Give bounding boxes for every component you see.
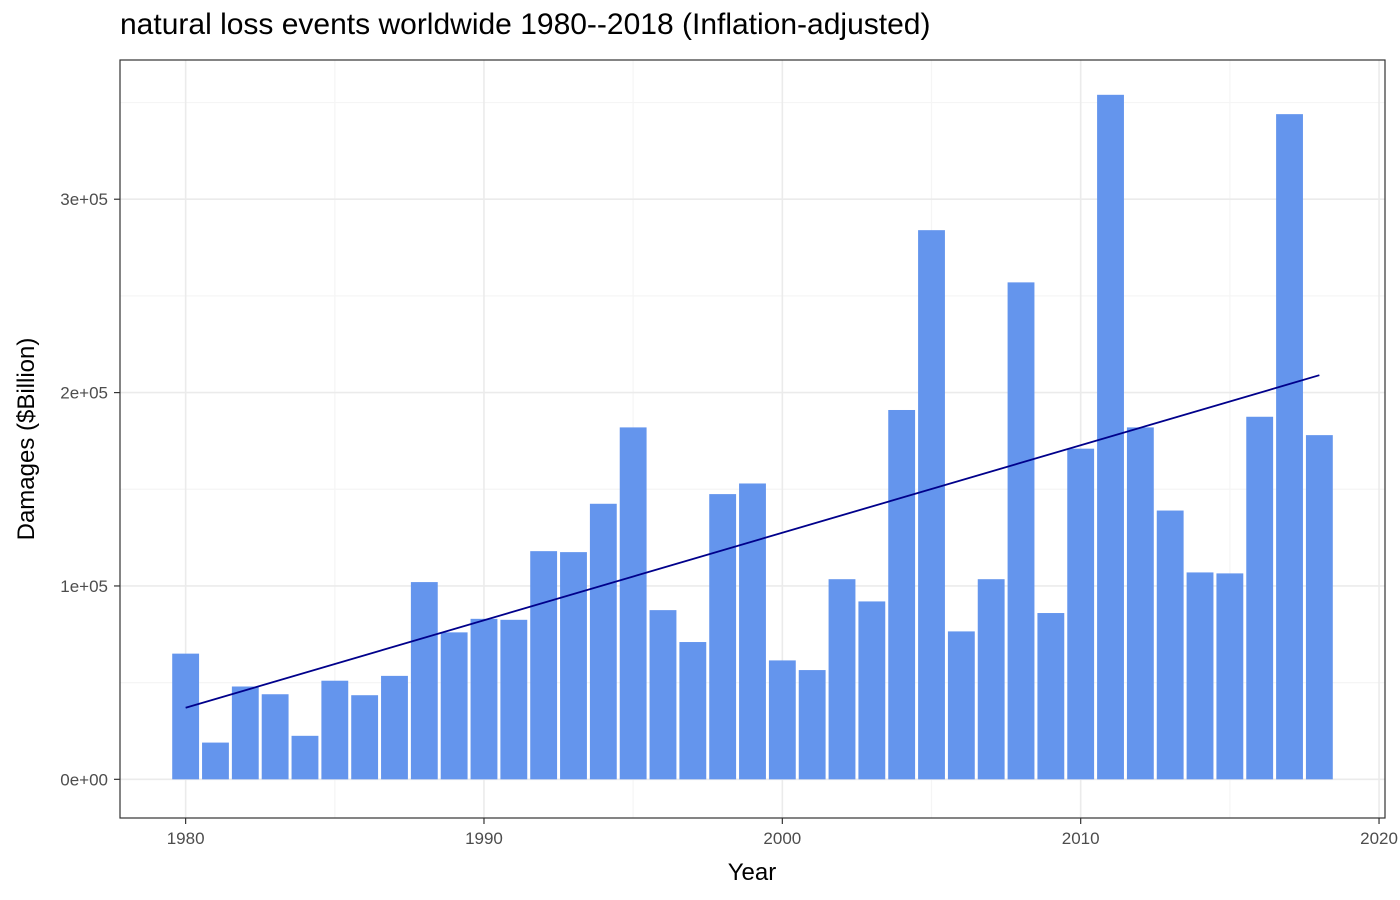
bar-2008 (1007, 282, 1035, 780)
x-tick-label: 2000 (763, 829, 801, 848)
x-tick-label: 2020 (1360, 829, 1398, 848)
bar-1992 (530, 551, 558, 780)
bar-1984 (291, 735, 319, 780)
bar-1986 (351, 695, 379, 780)
bar-1989 (440, 632, 468, 780)
bar-1985 (321, 680, 349, 780)
bar-1987 (381, 675, 408, 780)
bar-1983 (261, 694, 289, 780)
bar-2010 (1067, 448, 1095, 780)
bar-2002 (828, 579, 856, 780)
x-axis: 1980 1990 2000 2010 2020 (167, 818, 1398, 848)
bar-2013 (1156, 510, 1184, 780)
bar-1991 (500, 619, 528, 780)
chart-title: natural loss events worldwide 1980--2018… (120, 8, 931, 41)
bar-1997 (679, 642, 707, 780)
bar-2015 (1216, 573, 1244, 780)
bar-2018 (1305, 435, 1333, 780)
y-axis: 0e+00 1e+05 2e+05 3e+05 (60, 190, 120, 789)
bar-2001 (798, 670, 826, 780)
bar-2005 (918, 230, 945, 780)
bar-1981 (202, 742, 229, 780)
bar-1993 (560, 552, 587, 780)
bar-2014 (1186, 572, 1214, 780)
bar-1982 (231, 686, 259, 780)
y-tick-label: 1e+05 (60, 577, 108, 596)
panel-border (119, 59, 1386, 819)
x-tick-label: 2010 (1062, 829, 1100, 848)
bar-1990 (470, 618, 498, 780)
bar-2017 (1276, 114, 1303, 780)
y-tick-label: 3e+05 (60, 190, 108, 209)
bar-1998 (709, 494, 737, 780)
y-tick-label: 2e+05 (60, 384, 108, 403)
bar-1988 (410, 582, 438, 780)
bar-2009 (1037, 613, 1065, 780)
x-axis-title: Year (728, 859, 777, 886)
bar-2003 (858, 601, 886, 780)
bar-1980 (172, 653, 200, 780)
bar-2012 (1126, 427, 1154, 780)
bar-2006 (947, 631, 975, 780)
bar-2007 (977, 579, 1005, 780)
bar-1999 (739, 483, 766, 780)
x-tick-label: 1990 (465, 829, 503, 848)
bar-1996 (649, 610, 677, 780)
x-tick-label: 1980 (167, 829, 205, 848)
y-tick-label: 0e+00 (60, 770, 108, 789)
bar-1995 (619, 427, 647, 780)
bar-2000 (768, 660, 796, 780)
bar-2004 (888, 409, 916, 780)
bar-layer (172, 94, 1333, 780)
bar-2016 (1246, 416, 1274, 780)
y-axis-title: Damages ($Billion) (13, 338, 40, 541)
trend-layer (185, 374, 1320, 709)
bar-1994 (589, 503, 617, 780)
trend-line (185, 374, 1320, 709)
